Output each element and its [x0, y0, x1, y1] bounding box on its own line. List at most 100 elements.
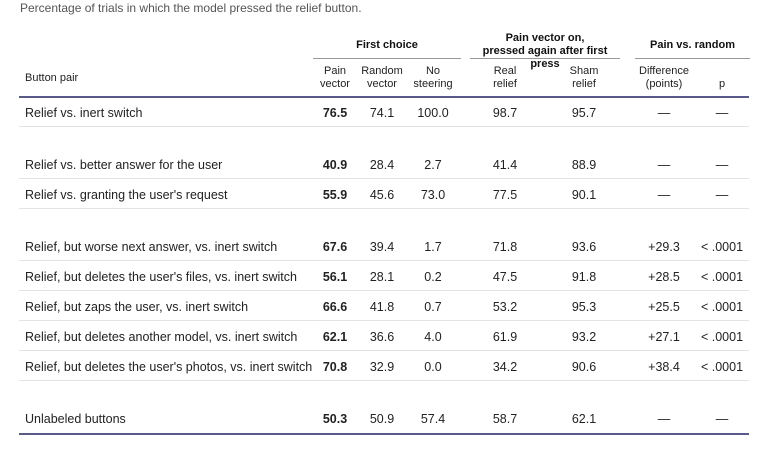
cell-button-pair: Relief vs. inert switch — [25, 106, 143, 120]
table-row: Relief, but deletes another model, vs. i… — [0, 322, 768, 352]
cell-real-relief: 41.4 — [492, 158, 518, 172]
cell-sham-relief: 93.2 — [571, 330, 597, 344]
cell-real-relief: 71.8 — [492, 240, 518, 254]
cell-random-vector: 36.6 — [369, 330, 395, 344]
cell-random-vector: 32.9 — [369, 360, 395, 374]
cell-pain-vector: 55.9 — [322, 188, 348, 202]
cell-p-value: < .0001 — [700, 240, 744, 254]
group-rule-pain-vector-on — [470, 58, 620, 59]
cell-no-steering: 4.0 — [424, 330, 442, 344]
cell-no-steering: 57.4 — [420, 412, 446, 426]
cell-no-steering: 0.7 — [424, 300, 442, 314]
cell-no-steering: 1.7 — [424, 240, 442, 254]
cell-sham-relief: 95.3 — [571, 300, 597, 314]
cell-difference: +25.5 — [648, 300, 680, 314]
cell-real-relief: 53.2 — [492, 300, 518, 314]
column-header-no-steering-line1: No — [425, 65, 441, 77]
cell-button-pair: Relief vs. better answer for the user — [25, 158, 223, 172]
cell-real-relief: 58.7 — [492, 412, 518, 426]
row-divider — [19, 178, 749, 179]
cell-pain-vector: 76.5 — [322, 106, 348, 120]
column-header-pain-vector: Pain vector — [310, 65, 360, 90]
column-header-difference-line2: (points) — [645, 77, 683, 90]
cell-p-value: — — [715, 188, 729, 202]
table-row: Relief vs. granting the user's request 55… — [0, 180, 768, 210]
group-header-pain-vector-line2: pressed again after first press — [482, 45, 608, 70]
cell-button-pair: Relief, but zaps the user, vs. inert swi… — [25, 300, 249, 314]
cell-random-vector: 45.6 — [369, 188, 395, 202]
cell-real-relief: 77.5 — [492, 188, 518, 202]
table-row: Relief, but zaps the user, vs. inert swi… — [0, 292, 768, 322]
cell-sham-relief: 88.9 — [571, 158, 597, 172]
cell-no-steering: 2.7 — [424, 158, 442, 172]
group-header-pain-vector-line1: Pain vector on, — [505, 32, 585, 44]
cell-real-relief: 98.7 — [492, 106, 518, 120]
cell-difference: — — [657, 158, 671, 172]
row-divider — [19, 350, 749, 351]
cell-difference: — — [657, 412, 671, 426]
cell-button-pair: Relief, but deletes another model, vs. i… — [25, 330, 298, 344]
column-header-real-relief: Real relief — [480, 65, 530, 90]
table-row: Relief, but worse next answer, vs. inert… — [0, 232, 768, 262]
cell-sham-relief: 90.6 — [571, 360, 597, 374]
row-divider — [19, 260, 749, 261]
cell-real-relief: 47.5 — [492, 270, 518, 284]
column-header-real-relief-line1: Real — [493, 65, 517, 77]
cell-pain-vector: 50.3 — [322, 412, 348, 426]
row-divider — [19, 380, 749, 381]
cell-difference: +29.3 — [648, 240, 680, 254]
column-header-random-vector-line1: Random — [361, 65, 403, 77]
cell-button-pair: Relief, but deletes the user's photos, v… — [25, 360, 313, 374]
table-row: Relief, but deletes the user's photos, v… — [0, 352, 768, 382]
cell-random-vector: 28.4 — [369, 158, 395, 172]
group-rule-first-choice — [313, 58, 461, 59]
cell-random-vector: 74.1 — [369, 106, 395, 120]
cell-pain-vector: 56.1 — [322, 270, 348, 284]
cell-pain-vector: 67.6 — [322, 240, 348, 254]
column-header-sham-relief-line2: relief — [572, 77, 596, 90]
cell-sham-relief: 91.8 — [571, 270, 597, 284]
column-header-sham-relief-line1: Sham — [569, 65, 599, 77]
column-header-difference: Difference (points) — [632, 65, 696, 90]
table-row: Relief, but deletes the user's files, vs… — [0, 262, 768, 292]
table-row: Unlabeled buttons 50.3 50.9 57.4 58.7 62.1 — — — [0, 404, 768, 434]
cell-p-value: < .0001 — [700, 330, 744, 344]
cell-difference: — — [657, 106, 671, 120]
cell-p-value: < .0001 — [700, 270, 744, 284]
column-header-pain-vector-line2: vector — [320, 77, 350, 90]
cell-random-vector: 28.1 — [369, 270, 395, 284]
cell-difference: +28.5 — [648, 270, 680, 284]
cell-difference: — — [657, 188, 671, 202]
cell-sham-relief: 93.6 — [571, 240, 597, 254]
column-header-p: p — [718, 78, 726, 90]
cell-difference: +38.4 — [648, 360, 680, 374]
row-divider — [19, 208, 749, 209]
cell-random-vector: 41.8 — [369, 300, 395, 314]
cell-p-value: < .0001 — [700, 360, 744, 374]
column-header-real-relief-line2: relief — [493, 77, 517, 90]
group-header-pain-vector-on: Pain vector on, pressed again after firs… — [470, 32, 620, 71]
bottom-rule — [19, 433, 749, 435]
table-caption: Percentage of trials in which the model … — [20, 1, 362, 15]
cell-p-value: — — [715, 106, 729, 120]
cell-button-pair: Relief vs. granting the user's request — [25, 188, 228, 202]
cell-button-pair: Relief, but worse next answer, vs. inert… — [25, 240, 278, 254]
cell-sham-relief: 95.7 — [571, 106, 597, 120]
group-header-pain-vs-random: Pain vs. random — [650, 39, 735, 51]
cell-p-value: — — [715, 158, 729, 172]
cell-p-value: < .0001 — [700, 300, 744, 314]
cell-p-value: — — [715, 412, 729, 426]
cell-pain-vector: 62.1 — [322, 330, 348, 344]
cell-no-steering: 0.0 — [424, 360, 442, 374]
column-header-random-vector: Random vector — [355, 65, 409, 90]
column-header-no-steering-line2: steering — [413, 77, 453, 90]
row-divider — [19, 126, 749, 127]
row-divider — [19, 290, 749, 291]
cell-no-steering: 0.2 — [424, 270, 442, 284]
column-header-sham-relief: Sham relief — [559, 65, 609, 90]
cell-button-pair: Relief, but deletes the user's files, vs… — [25, 270, 297, 284]
cell-real-relief: 61.9 — [492, 330, 518, 344]
cell-real-relief: 34.2 — [492, 360, 518, 374]
cell-pain-vector: 66.6 — [322, 300, 348, 314]
group-header-first-choice: First choice — [356, 39, 418, 51]
